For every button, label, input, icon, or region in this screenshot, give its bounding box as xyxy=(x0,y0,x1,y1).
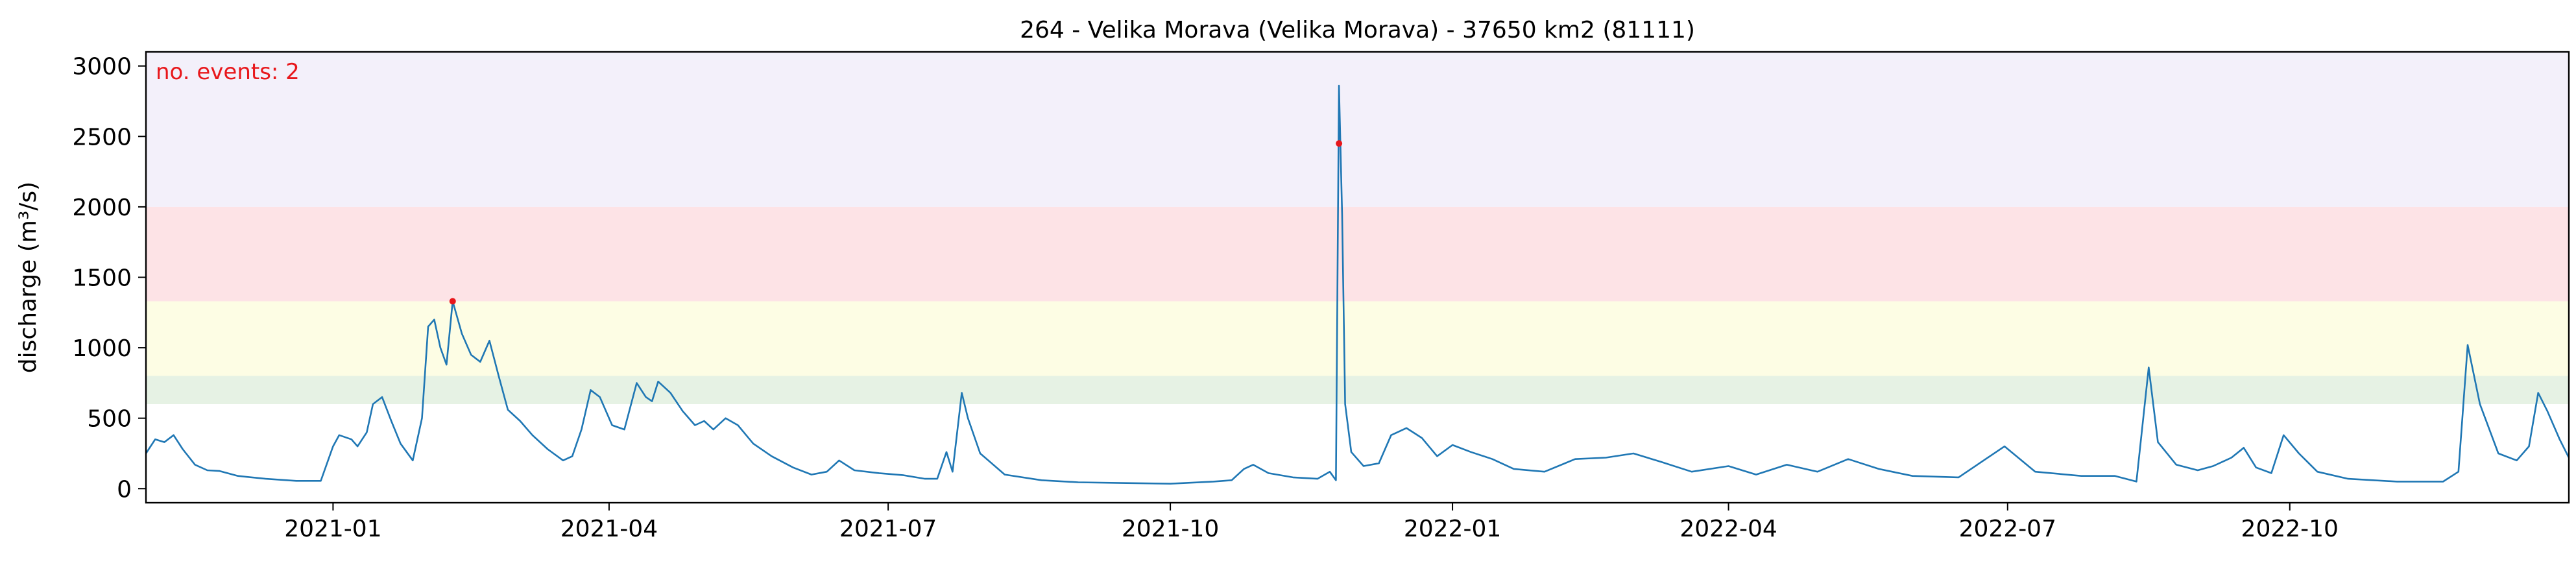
series-layer xyxy=(145,84,2570,485)
y-tick-label: 1500 xyxy=(72,265,132,292)
y-axis-ticks: 0 500 1000 1500 2000 2500 3000 xyxy=(72,54,146,503)
x-tick-label: 2022-01 xyxy=(1404,516,1501,542)
x-axis-ticks: 2021-01 2021-04 2021-07 2021-10 2022-01 2022-… xyxy=(284,503,2339,542)
x-tick-label: 2022-10 xyxy=(2241,516,2339,542)
event-marker-1 xyxy=(449,298,456,305)
x-tick-label: 2022-04 xyxy=(1679,516,1777,542)
threshold-bands xyxy=(146,52,2569,404)
y-axis-label: discharge (m³/s) xyxy=(15,182,42,373)
x-tick-label: 2022-07 xyxy=(1959,516,2056,542)
threshold-band-3 xyxy=(146,206,2569,302)
y-tick-label: 2000 xyxy=(72,195,132,221)
threshold-band-1 xyxy=(146,376,2569,404)
x-tick-label: 2021-07 xyxy=(839,516,937,542)
chart-title: 264 - Velika Morava (Velika Morava) - 37… xyxy=(1020,17,1695,43)
x-tick-label: 2021-01 xyxy=(284,516,381,542)
event-count-annotation: no. events: 2 xyxy=(156,59,300,85)
discharge-line xyxy=(145,84,2570,485)
y-tick-label: 500 xyxy=(87,406,132,433)
y-tick-label: 2500 xyxy=(72,124,132,150)
y-tick-label: 3000 xyxy=(72,54,132,80)
x-tick-label: 2021-04 xyxy=(560,516,658,542)
y-tick-label: 1000 xyxy=(72,335,132,362)
y-tick-label: 0 xyxy=(117,476,132,503)
x-tick-label: 2021-10 xyxy=(1122,516,1219,542)
event-markers xyxy=(449,140,1343,305)
event-marker-2 xyxy=(1336,140,1343,147)
threshold-band-2 xyxy=(146,301,2569,376)
threshold-band-4 xyxy=(146,52,2569,207)
